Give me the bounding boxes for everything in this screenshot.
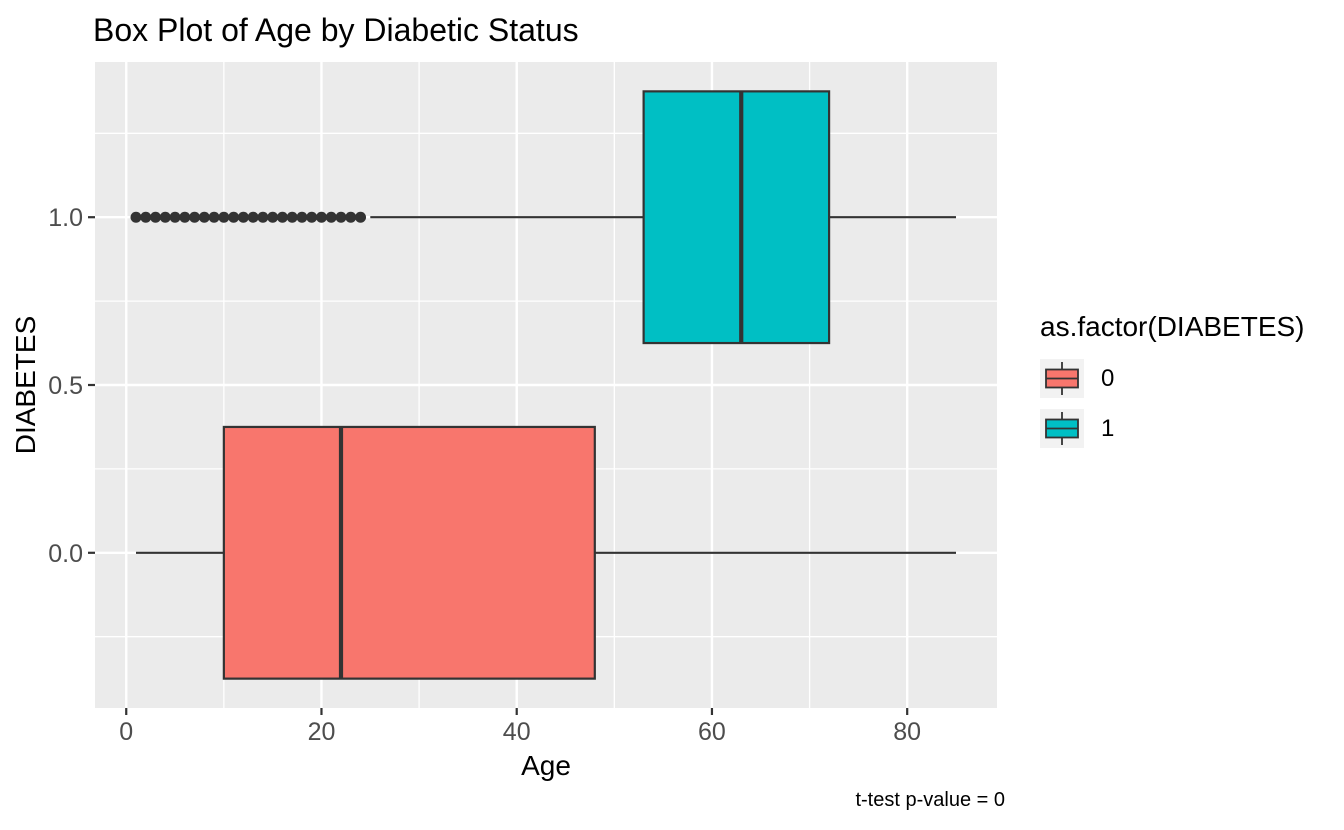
outlier-dot xyxy=(179,211,191,223)
plot-title: Box Plot of Age by Diabetic Status xyxy=(93,12,579,48)
outlier-dot xyxy=(345,211,357,223)
legend-entry: 0 xyxy=(1040,359,1305,398)
x-tick-label: 80 xyxy=(893,718,921,746)
outlier-dot xyxy=(130,211,142,223)
y-tick-label: 0.0 xyxy=(48,540,83,568)
x-tick-label: 40 xyxy=(503,718,531,746)
outlier-dot xyxy=(208,211,220,223)
outlier-dot xyxy=(267,211,279,223)
caption-text: t-test p-value = 0 xyxy=(855,789,1005,811)
outlier-dot xyxy=(257,211,269,223)
x-tick-label: 60 xyxy=(698,718,726,746)
outlier-dot xyxy=(218,211,230,223)
outlier-dot xyxy=(286,211,298,223)
x-axis-title: Age xyxy=(521,750,571,781)
outlier-dot xyxy=(306,211,318,223)
outlier-dot xyxy=(315,211,327,223)
x-tick-label: 20 xyxy=(308,718,336,746)
outlier-dot xyxy=(237,211,249,223)
outlier-dot xyxy=(228,211,240,223)
boxplot-box-0 xyxy=(222,425,596,680)
y-tick-label: 1.0 xyxy=(48,204,83,232)
outlier-dot xyxy=(198,211,210,223)
legend-entry-label: 1 xyxy=(1101,414,1115,442)
outlier-dot xyxy=(355,211,367,223)
outlier-dot xyxy=(335,211,347,223)
outlier-dot xyxy=(325,211,337,223)
legend-key-boxplot-glyph xyxy=(1040,409,1084,448)
outlier-dot xyxy=(296,211,308,223)
legend-entry: 1 xyxy=(1040,409,1305,448)
boxplot-box-1 xyxy=(642,90,831,345)
outlier-dot xyxy=(159,211,171,223)
y-tick-label: 0.5 xyxy=(48,372,83,400)
outlier-dot xyxy=(189,211,201,223)
legend-entry-label: 0 xyxy=(1101,364,1115,392)
outlier-dot xyxy=(150,211,162,223)
outlier-dot xyxy=(276,211,288,223)
outlier-dot xyxy=(140,211,152,223)
legend-key-boxplot-glyph xyxy=(1040,359,1084,398)
outlier-dot xyxy=(169,211,181,223)
outlier-dot xyxy=(247,211,259,223)
x-tick-label: 0 xyxy=(119,718,133,746)
y-axis-title: DIABETES xyxy=(10,315,41,455)
legend-title: as.factor(DIABETES) xyxy=(1040,311,1305,342)
